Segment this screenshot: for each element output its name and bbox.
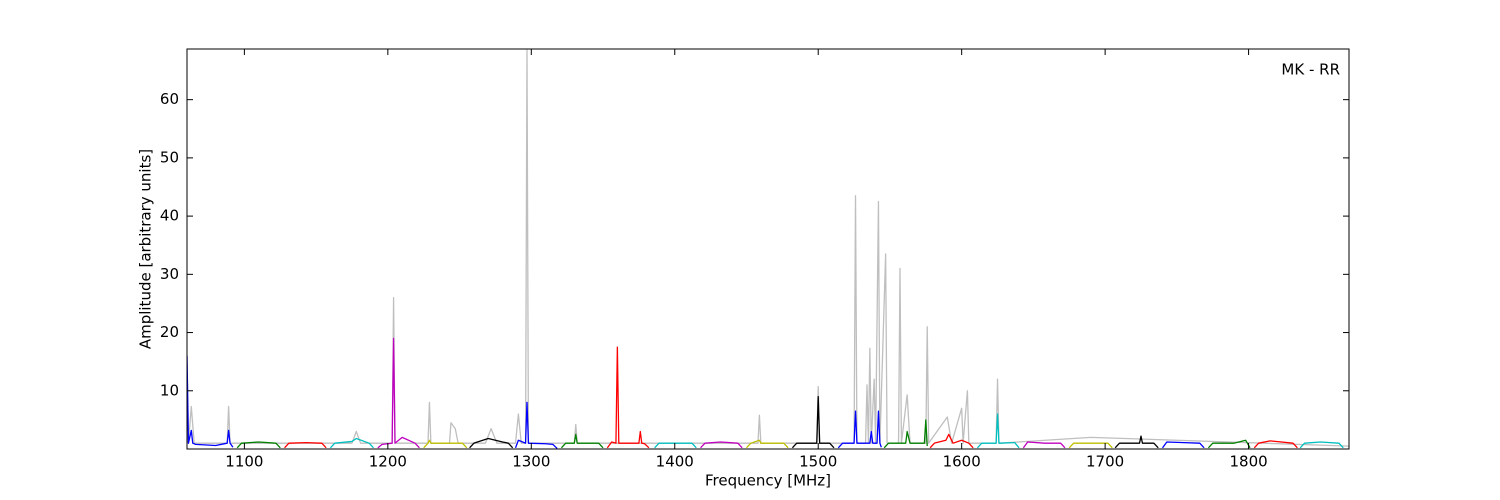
series-line [883,419,928,449]
series-line [606,346,650,449]
x-tick-label: 1400 [656,453,694,471]
x-axis-label: Frequency [MHz] [705,472,831,490]
annotation: MK - RR [1281,61,1340,79]
series-line [187,355,234,448]
series-line [329,437,374,449]
y-tick-label: 40 [160,207,179,225]
series-line [976,413,1020,449]
x-tick-label: 1700 [1086,453,1124,471]
series-line [1161,441,1205,449]
series-line [1068,442,1113,449]
x-tick-label: 1100 [225,453,263,471]
series-line [377,337,420,449]
series-line [514,401,558,449]
x-tick-label: 1200 [369,453,407,471]
series-line [791,395,835,449]
series-line [284,441,327,449]
series-line [837,410,882,449]
y-tick-label: 50 [160,148,179,166]
y-tick-label: 20 [160,323,179,341]
series-line [236,441,281,449]
axes-frame [186,48,1350,450]
series-line [1253,440,1298,449]
plot-area [187,49,1349,449]
series-line [1022,441,1066,449]
series-line [1207,439,1251,449]
series-line [700,441,743,449]
series-line [1114,435,1159,449]
series-line [187,49,1349,447]
series-line [423,439,468,449]
x-tick-label: 1500 [799,453,837,471]
series-line [1299,441,1344,449]
y-tick-label: 10 [160,381,179,399]
y-tick-label: 60 [160,90,179,108]
series-line [654,442,697,449]
y-tick-label: 30 [160,265,179,283]
series-line [746,439,789,449]
series-line [560,433,604,449]
x-tick-label: 1300 [512,453,550,471]
series-line [469,437,514,449]
x-tick-label: 1800 [1229,453,1267,471]
series-line [929,433,974,449]
x-tick-label: 1600 [943,453,981,471]
y-axis-label: Amplitude [arbitrary units] [137,149,155,349]
